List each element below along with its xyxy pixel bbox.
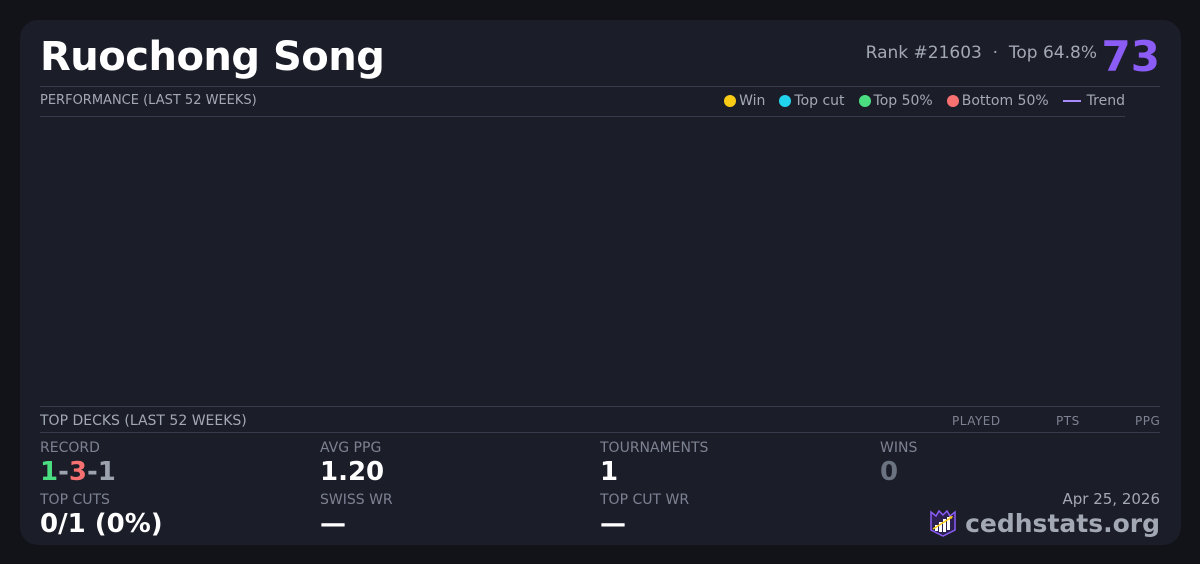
tournaments-value: 1 <box>600 457 619 487</box>
wins-value: 0 <box>880 457 899 487</box>
brand-name: cedhstats.org <box>965 508 1160 538</box>
separator: · <box>992 43 999 63</box>
column-pts: PTS <box>1056 414 1080 428</box>
rank-info: Rank #21603 · Top 64.8% <box>866 43 1097 63</box>
date: Apr 25, 2026 <box>1062 490 1160 508</box>
record-label: RECORD <box>40 440 100 456</box>
top-decks-title: TOP DECKS (LAST 52 WEEKS) <box>40 413 247 429</box>
legend-top-50: Top 50% <box>858 93 933 109</box>
wins-label: WINS <box>880 440 918 456</box>
top-cut-wr-value: — <box>600 509 626 539</box>
avg-ppg-label: AVG PPG <box>320 440 382 456</box>
legend-top-cut: Top cut <box>779 93 845 109</box>
performance-title: PERFORMANCE (LAST 52 WEEKS) <box>40 93 257 108</box>
performance-chart-area <box>40 117 1125 405</box>
legend-bottom-50: Bottom 50% <box>946 93 1049 109</box>
swiss-wr-label: SWISS WR <box>320 492 393 508</box>
chart-legend: Win Top cut Top 50% Bottom 50% Trend <box>724 93 1125 109</box>
column-played: PLAYED <box>952 414 1001 428</box>
divider <box>40 116 1125 117</box>
avg-ppg-value: 1.20 <box>320 457 385 487</box>
top-cuts-label: TOP CUTS <box>40 492 110 508</box>
player-card: Ruochong Song Rank #21603 · Top 64.8% 73… <box>20 20 1181 545</box>
rank: Rank #21603 <box>865 43 982 63</box>
player-score: 73 <box>1101 32 1160 81</box>
legend-trend: Trend <box>1062 93 1125 109</box>
cedhstats-logo-icon <box>930 509 956 537</box>
brand-logo: cedhstats.org <box>929 508 1160 538</box>
divider <box>40 432 1160 433</box>
top-cut-wr-label: TOP CUT WR <box>600 492 690 508</box>
column-ppg: PPG <box>1135 414 1161 428</box>
divider <box>40 406 1160 407</box>
percentile: Top 64.8% <box>1008 43 1097 63</box>
legend-win: Win <box>724 93 765 109</box>
swiss-wr-value: — <box>320 509 346 539</box>
tournaments-label: TOURNAMENTS <box>600 440 709 456</box>
record-value: 1-3-1 <box>40 457 116 487</box>
top-cuts-value: 0/1 (0%) <box>40 509 163 539</box>
divider <box>40 86 1160 87</box>
player-name: Ruochong Song <box>40 34 385 80</box>
